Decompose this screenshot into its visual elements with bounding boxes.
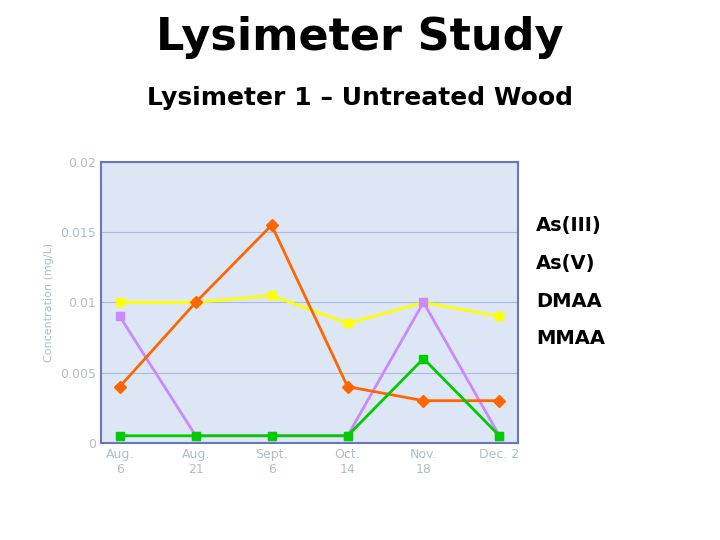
Line: As(III): As(III)	[116, 291, 503, 328]
DMAA	[419, 397, 428, 404]
As(V)	[419, 299, 428, 306]
Line: As(V): As(V)	[116, 298, 503, 440]
As(V)	[495, 433, 504, 439]
As(V)	[267, 433, 276, 439]
Y-axis label: Concentration (mg/L): Concentration (mg/L)	[45, 243, 55, 362]
MMAA	[495, 433, 504, 439]
As(V)	[192, 433, 200, 439]
As(V)	[343, 433, 352, 439]
MMAA	[115, 433, 124, 439]
As(III)	[343, 320, 352, 327]
Text: As(III): As(III)	[536, 216, 602, 235]
MMAA	[192, 433, 200, 439]
DMAA	[115, 383, 124, 390]
DMAA	[343, 383, 352, 390]
Text: As(V): As(V)	[536, 254, 596, 273]
DMAA	[495, 397, 504, 404]
As(III)	[419, 299, 428, 306]
As(V)	[115, 313, 124, 320]
MMAA	[267, 433, 276, 439]
Line: DMAA: DMAA	[116, 221, 503, 405]
Text: Lysimeter Study: Lysimeter Study	[156, 16, 564, 59]
Text: DMAA: DMAA	[536, 292, 602, 310]
MMAA	[419, 355, 428, 362]
Text: MMAA: MMAA	[536, 329, 606, 348]
MMAA	[343, 433, 352, 439]
Text: Lysimeter 1 – Untreated Wood: Lysimeter 1 – Untreated Wood	[147, 86, 573, 110]
As(III)	[115, 299, 124, 306]
As(III)	[267, 292, 276, 299]
As(III)	[192, 299, 200, 306]
DMAA	[192, 299, 200, 306]
DMAA	[267, 222, 276, 228]
As(III)	[495, 313, 504, 320]
Line: MMAA: MMAA	[116, 354, 503, 440]
